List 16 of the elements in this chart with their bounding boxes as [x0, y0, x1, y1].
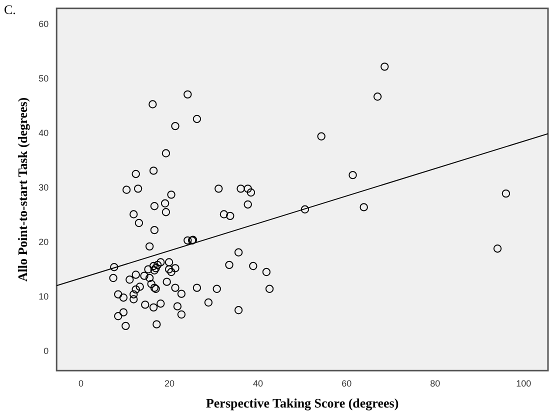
x-tick-label: 60 [342, 378, 352, 388]
x-tick-label: 20 [164, 378, 175, 388]
x-tick-label: 100 [516, 378, 532, 388]
x-tick-label: 40 [253, 378, 264, 388]
y-tick-label: 20 [38, 237, 49, 248]
x-tick-label: 80 [430, 378, 440, 388]
y-tick-label: 60 [38, 19, 49, 30]
y-tick-label: 0 [44, 346, 49, 356]
text: C. [4, 2, 16, 17]
y-tick-label: 10 [38, 292, 49, 302]
y-tick-label: 50 [38, 74, 49, 84]
y-tick-label: 40 [38, 128, 49, 138]
x-tick-label: 0 [78, 378, 84, 388]
x-axis-title: Perspective Taking Score (degrees) [206, 396, 399, 411]
y-tick-label: 30 [38, 182, 49, 193]
y-axis-title: Allo Point-to-start Task (degrees) [15, 97, 30, 282]
